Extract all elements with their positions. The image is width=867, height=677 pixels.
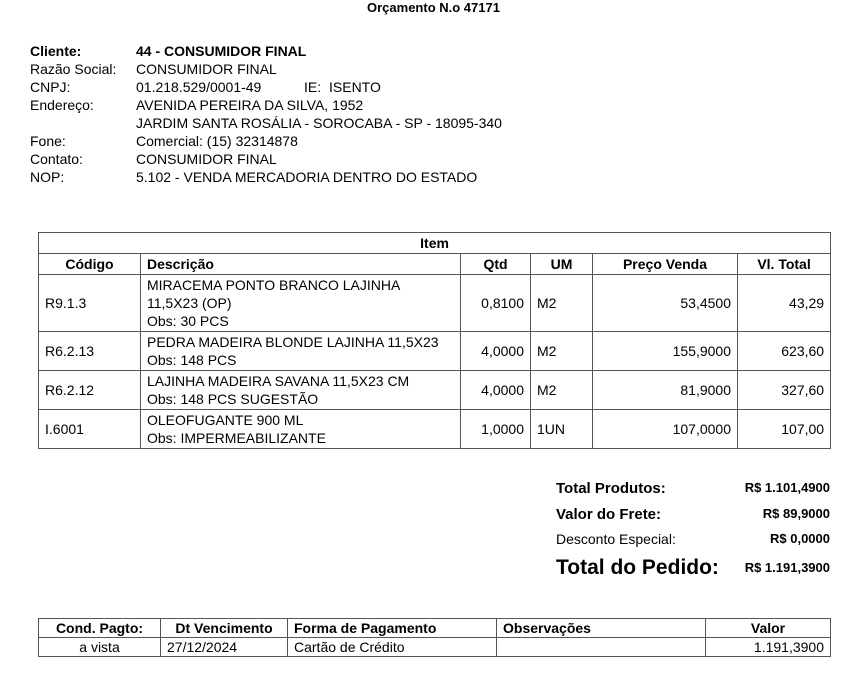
address-value: AVENIDA PEREIRA DA SILVA, 1952 bbox=[136, 97, 364, 113]
col-header: Observações bbox=[496, 618, 706, 638]
page-title: Orçamento N.o 47171 bbox=[367, 0, 500, 15]
item-obs: Obs: IMPERMEABILIZANTE bbox=[147, 430, 326, 446]
cnpj-value: 01.218.529/0001-49 bbox=[136, 79, 262, 95]
item-price: 53,4500 bbox=[592, 274, 738, 332]
item-unit: M2 bbox=[530, 274, 593, 332]
address-line2: JARDIM SANTA ROSÁLIA - SOROCABA - SP - 1… bbox=[136, 115, 502, 131]
phone-label: Fone: bbox=[30, 133, 66, 149]
address-label: Endereço: bbox=[30, 97, 94, 113]
item-code: I.6001 bbox=[38, 409, 141, 449]
table-row: R9.1.3 MIRACEMA PONTO BRANCO LAJINHA 11,5… bbox=[38, 274, 832, 332]
order-total-label: Total do Pedido: bbox=[556, 556, 719, 579]
col-header: Qtd bbox=[460, 253, 531, 275]
item-total: 43,29 bbox=[736, 274, 832, 332]
item-description: PEDRA MADEIRA BLONDE LAJINHA 11,5X23 Obs:… bbox=[140, 331, 461, 371]
nop-value: 5.102 - VENDA MERCADORIA DENTRO DO ESTAD… bbox=[136, 169, 478, 185]
payment-method: Cartão de Crédito bbox=[287, 637, 497, 657]
col-header: Cond. Pagto: bbox=[38, 618, 161, 638]
col-header: Vl. Total bbox=[736, 253, 832, 275]
item-description: OLEOFUGANTE 900 ML Obs: IMPERMEABILIZANTE bbox=[140, 409, 461, 449]
item-description: MIRACEMA PONTO BRANCO LAJINHA 11,5X23 (O… bbox=[140, 274, 461, 332]
item-desc-text: OLEOFUGANTE 900 ML bbox=[147, 412, 304, 428]
col-header: UM bbox=[530, 253, 593, 275]
item-total: 107,00 bbox=[736, 409, 832, 449]
contact-value: CONSUMIDOR FINAL bbox=[136, 151, 277, 167]
item-unit: M2 bbox=[530, 331, 593, 371]
company-value: CONSUMIDOR FINAL bbox=[136, 61, 277, 77]
item-obs: Obs: 148 PCS bbox=[147, 352, 237, 368]
item-unit: M2 bbox=[530, 370, 593, 410]
item-description: LAJINHA MADEIRA SAVANA 11,5X23 CM Obs: 14… bbox=[140, 370, 461, 410]
payment-notes bbox=[496, 637, 706, 657]
col-header: Preço Venda bbox=[592, 253, 738, 275]
col-header: Descrição bbox=[140, 253, 461, 275]
table-row: I.6001 OLEOFUGANTE 900 ML Obs: IMPERMEABIL… bbox=[38, 409, 832, 449]
item-qty: 1,0000 bbox=[460, 409, 531, 449]
discount-label: Desconto Especial: bbox=[556, 531, 676, 547]
table-row: R6.2.12 LAJINHA MADEIRA SAVANA 11,5X23 CM… bbox=[38, 370, 832, 410]
payment-condition: a vista bbox=[38, 637, 161, 657]
item-code: R6.2.12 bbox=[38, 370, 141, 410]
payment-table: Cond. Pagto: Dt Vencimento Forma de Paga… bbox=[38, 618, 831, 657]
col-header: Dt Vencimento bbox=[160, 618, 288, 638]
items-caption: Item bbox=[37, 232, 832, 254]
due-date: 27/12/2024 bbox=[160, 637, 288, 657]
payment-row: a vista 27/12/2024 Cartão de Crédito 1.1… bbox=[38, 637, 831, 657]
item-obs: Obs: 148 PCS SUGESTÃO bbox=[147, 391, 319, 407]
client-label: Cliente: bbox=[30, 43, 82, 59]
col-header: Código bbox=[38, 253, 141, 275]
cnpj-label: CNPJ: bbox=[30, 79, 71, 95]
company-label: Razão Social: bbox=[30, 61, 117, 77]
ie-label: IE: bbox=[304, 79, 322, 95]
item-code: R9.1.3 bbox=[38, 274, 141, 332]
item-desc-text: LAJINHA MADEIRA SAVANA 11,5X23 CM bbox=[147, 373, 410, 389]
freight-label: Valor do Frete: bbox=[556, 506, 662, 523]
contact-label: Contato: bbox=[30, 151, 83, 167]
item-price: 107,0000 bbox=[592, 409, 738, 449]
item-desc-text: PEDRA MADEIRA BLONDE LAJINHA 11,5X23 bbox=[147, 334, 439, 350]
total-products-label: Total Produtos: bbox=[556, 480, 666, 497]
item-obs: Obs: 30 PCS bbox=[147, 313, 229, 329]
item-total: 327,60 bbox=[736, 370, 832, 410]
item-desc-text: MIRACEMA PONTO BRANCO LAJINHA 11,5X23 (O… bbox=[147, 277, 400, 311]
table-row: R6.2.13 PEDRA MADEIRA BLONDE LAJINHA 11,5… bbox=[38, 331, 832, 371]
order-total-value: R$ 1.191,3900 bbox=[744, 560, 830, 575]
phone-value: Comercial: (15) 32314878 bbox=[136, 133, 298, 149]
item-qty: 0,8100 bbox=[460, 274, 531, 332]
col-header: Forma de Pagamento bbox=[287, 618, 497, 638]
item-qty: 4,0000 bbox=[460, 331, 531, 371]
payment-value: 1.191,3900 bbox=[705, 637, 831, 657]
client-value: 44 - CONSUMIDOR FINAL bbox=[136, 43, 307, 59]
ie-value: ISENTO bbox=[329, 79, 381, 95]
item-total: 623,60 bbox=[736, 331, 832, 371]
items-table: Item Código Descrição Qtd UM Preço Venda… bbox=[37, 232, 832, 449]
item-code: R6.2.13 bbox=[38, 331, 141, 371]
total-products-value: R$ 1.101,4900 bbox=[744, 480, 830, 495]
item-unit: 1UN bbox=[530, 409, 593, 449]
freight-value: R$ 89,9000 bbox=[762, 506, 830, 521]
item-qty: 4,0000 bbox=[460, 370, 531, 410]
item-price: 81,9000 bbox=[592, 370, 738, 410]
nop-label: NOP: bbox=[30, 169, 65, 185]
item-price: 155,9000 bbox=[592, 331, 738, 371]
col-header: Valor bbox=[705, 618, 831, 638]
discount-value: R$ 0,0000 bbox=[770, 531, 830, 546]
